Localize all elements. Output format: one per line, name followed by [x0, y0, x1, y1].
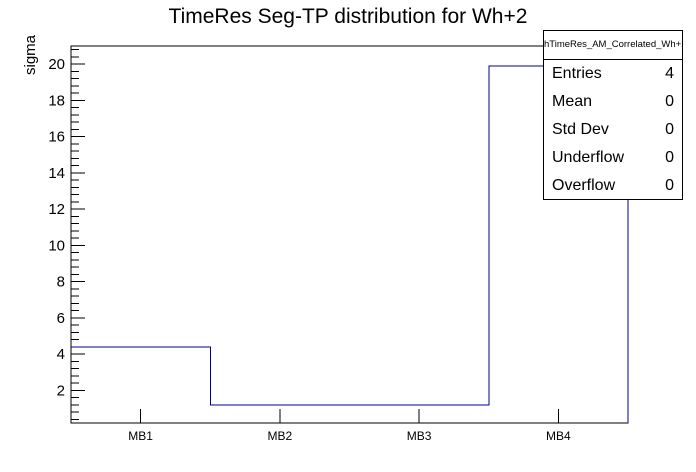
x-tick-label: MB3 — [407, 429, 432, 443]
y-tick-label: 10 — [48, 237, 65, 254]
y-axis-title: sigma — [22, 34, 39, 75]
plot-title: TimeRes Seg-TP distribution for Wh+2 — [168, 5, 528, 28]
stats-value: 0 — [665, 93, 674, 110]
stats-box-title: hTimeRes_AM_Correlated_Wh+2 — [544, 31, 682, 60]
x-tick-label: MB4 — [546, 429, 571, 443]
stats-label: Overflow — [552, 177, 616, 194]
y-tick-label: 6 — [57, 310, 65, 327]
stats-label: Std Dev — [552, 121, 609, 138]
y-tick-label: 4 — [57, 346, 65, 363]
y-tick-label: 16 — [48, 129, 65, 146]
y-tick-label: 8 — [57, 274, 65, 291]
stats-value: 0 — [665, 121, 674, 138]
y-tick-label: 2 — [57, 382, 65, 399]
stats-row-stddev: Std Dev 0 — [544, 116, 682, 144]
y-tick-label: 20 — [48, 56, 65, 73]
stats-row-overflow: Overflow 0 — [544, 172, 682, 200]
stats-row-underflow: Underflow 0 — [544, 144, 682, 172]
y-tick-label: 14 — [48, 165, 65, 182]
stats-label: Entries — [552, 65, 602, 82]
stats-value: 4 — [665, 65, 674, 82]
stats-value: 0 — [665, 177, 674, 194]
stats-value: 0 — [665, 149, 674, 166]
stats-rows: Entries 4 Mean 0 Std Dev 0 Underflow 0 O… — [544, 60, 682, 200]
stats-row-mean: Mean 0 — [544, 88, 682, 116]
x-tick-label: MB2 — [268, 429, 293, 443]
stats-row-entries: Entries 4 — [544, 60, 682, 88]
y-tick-label: 18 — [48, 92, 65, 109]
y-tick-label: 12 — [48, 201, 65, 218]
stats-label: Underflow — [552, 149, 625, 166]
stats-box[interactable]: hTimeRes_AM_Correlated_Wh+2 Entries 4 Me… — [543, 30, 683, 200]
x-tick-label: MB1 — [128, 429, 153, 443]
stats-label: Mean — [552, 93, 593, 110]
